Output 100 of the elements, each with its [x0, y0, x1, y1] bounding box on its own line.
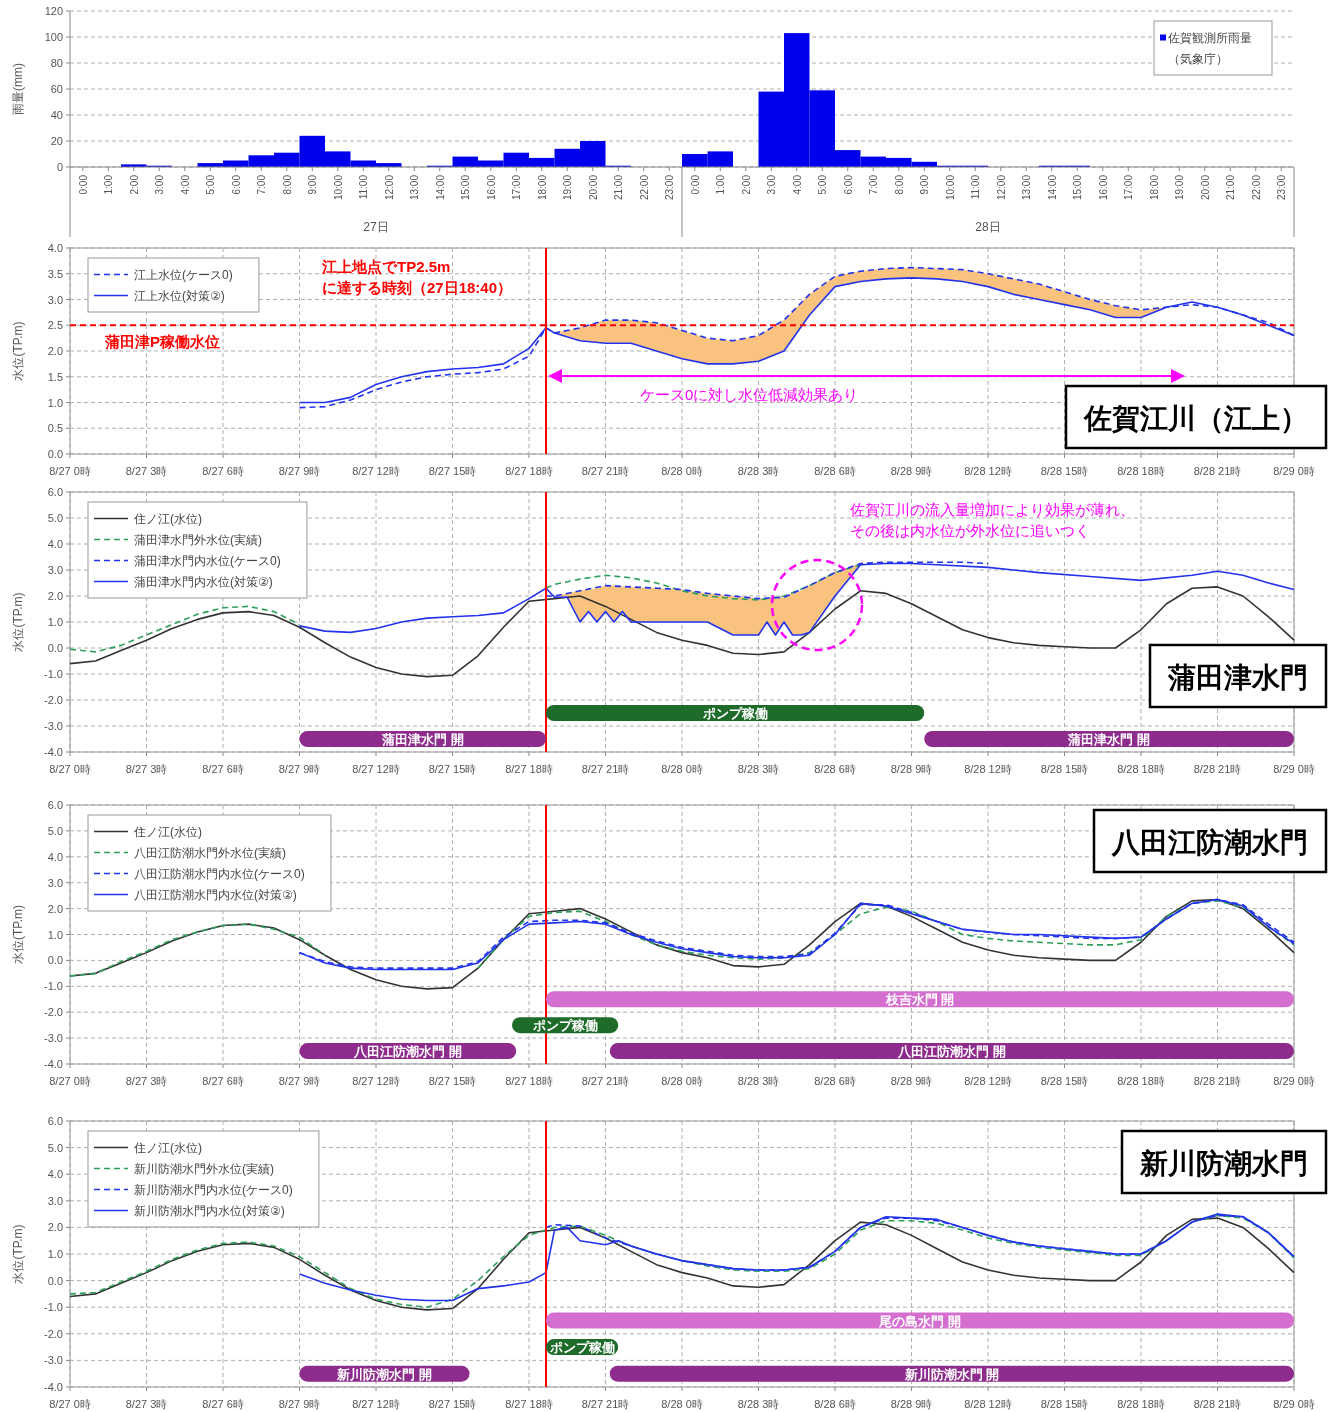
x-tick-label: 13:00 [409, 174, 421, 201]
y-tick-label: -1.0 [44, 668, 63, 680]
legend-label: 佐賀観測所雨量（気象庁） [1168, 30, 1252, 66]
x-tick-label: 8/28 0時 [661, 1075, 703, 1087]
legend: 佐賀観測所雨量（気象庁） [1153, 20, 1273, 76]
band: 蒲田津水門 開 [299, 731, 546, 747]
x-tick-label: 8/28 15時 [1040, 1398, 1089, 1410]
band: 八田江防潮水門 開 [609, 1043, 1294, 1060]
band: 枝吉水門 開 [546, 991, 1294, 1008]
y-tick-label: 3.0 [47, 564, 63, 576]
x-tick-label: 8/27 18時 [505, 1398, 553, 1410]
x-tick-label: 8/29 0時 [1273, 763, 1315, 775]
x-tick-label: 8/27 6時 [202, 1398, 244, 1410]
x-tick-label: 8/28 21時 [1193, 1075, 1242, 1087]
x-tick-label: 8/27 12時 [352, 1075, 400, 1087]
x-tick-label: 3:00 [154, 174, 166, 195]
band-label: 新川防潮水門 開 [903, 1366, 1000, 1382]
x-tick-label: 8/28 3時 [737, 763, 780, 775]
x-tick-label: 21:00 [1225, 174, 1237, 201]
annotation: に達する時刻（27日18:40） [322, 279, 513, 297]
x-tick-label: 8/27 0時 [49, 1075, 91, 1087]
x-tick-label: 8/27 3時 [125, 465, 168, 477]
x-tick-label: 8/27 3時 [125, 1398, 168, 1410]
y-axis-title: 水位(TP.m) [11, 321, 25, 381]
x-tick-label: 8/28 12時 [964, 465, 1012, 477]
x-tick-label: 23:00 [664, 174, 676, 201]
x-tick-label: 8/28 0時 [661, 465, 703, 477]
y-tick-label: 20 [50, 135, 63, 147]
x-tick-label: 8/27 18時 [505, 763, 553, 775]
legend-label: 新川防潮水門外水位(実績) [134, 1161, 274, 1176]
legend-label: 八田江防潮水門内水位(ケース0) [134, 866, 305, 881]
x-tick-label: 18:00 [1148, 174, 1160, 201]
y-tick-label: 60 [50, 83, 63, 95]
x-tick-label: 8/27 0時 [49, 465, 91, 477]
x-tick-label: 8/28 3時 [737, 1398, 780, 1410]
y-tick-label: -1.0 [44, 980, 63, 993]
x-tick-label: 12:00 [383, 174, 395, 201]
x-tick-label: 0:00 [77, 174, 89, 195]
x-tick-label: 14:00 [1046, 174, 1058, 201]
x-tick-label: 8/28 6時 [814, 763, 856, 775]
y-tick-label: -3.0 [44, 1032, 63, 1045]
y-tick-label: 1.5 [47, 370, 63, 383]
x-tick-label: 19:00 [1174, 174, 1186, 201]
y-tick-label: -2.0 [44, 1327, 63, 1340]
text: 28日 [975, 220, 1001, 234]
x-tick-label: 1:00 [103, 174, 115, 195]
x-tick-label: 5:00 [205, 174, 217, 195]
x-tick-label: 8/29 0時 [1273, 1075, 1315, 1087]
x-tick-label: 8/28 21時 [1193, 465, 1242, 477]
band-label: 八田江防潮水門 開 [353, 1044, 462, 1060]
x-tick-label: 15:00 [1072, 174, 1084, 201]
x-tick-label: 8/27 9時 [278, 1075, 321, 1087]
x-tick-label: 8/28 12時 [964, 1075, 1012, 1087]
y-axis-title: 水位(TP.m) [11, 1224, 25, 1284]
x-tick-label: 8/27 21時 [581, 1075, 630, 1087]
text: 27日 [363, 220, 389, 234]
x-tick-label: 8/27 15時 [428, 1398, 477, 1410]
y-tick-label: 4.0 [47, 1168, 63, 1181]
x-tick-label: 4:00 [179, 174, 191, 195]
x-tick-label: 5:00 [817, 174, 829, 195]
x-tick-label: 8/27 18時 [505, 465, 553, 477]
x-tick-label: 8/27 0時 [49, 1398, 91, 1410]
legend-label: 新川防潮水門内水位(ケース0) [134, 1182, 293, 1197]
y-tick-label: -4.0 [44, 1381, 63, 1393]
band: 蒲田津水門 開 [924, 731, 1294, 747]
y-tick-label: 1.0 [47, 928, 63, 941]
band-label: 新川防潮水門 開 [336, 1366, 432, 1382]
x-tick-label: 8/27 12時 [352, 763, 400, 775]
x-tick-label: 20:00 [587, 174, 599, 201]
x-tick-label: 11:00 [970, 174, 982, 200]
y-tick-label: 1.0 [47, 396, 63, 409]
band: 八田江防潮水門 開 [299, 1043, 517, 1060]
x-tick-label: 8/27 9時 [278, 1398, 321, 1410]
legend-label: 江上水位(対策②) [134, 288, 225, 303]
x-tick-label: 8/28 21時 [1193, 763, 1242, 775]
x-tick-label: 2:00 [740, 174, 752, 195]
x-tick-label: 4:00 [791, 174, 803, 195]
band: ポンプ稼働 [546, 705, 925, 721]
annotation: ケース0に対し水位低減効果あり [640, 386, 859, 403]
x-tick-label: 11:00 [358, 174, 370, 200]
y-tick-label: -4.0 [44, 1058, 63, 1070]
x-tick-label: 8/28 12時 [964, 1398, 1012, 1410]
y-tick-label: -2.0 [44, 694, 63, 706]
x-tick-label: 8/28 9時 [890, 1398, 933, 1410]
y-tick-label: -2.0 [44, 1006, 63, 1019]
band-label: ポンプ稼働 [701, 706, 768, 721]
x-tick-label: 17:00 [511, 174, 523, 201]
band-label: ポンプ稼働 [531, 1018, 598, 1034]
x-tick-label: 8/28 6時 [814, 1075, 856, 1087]
x-tick-label: 8/27 15時 [428, 465, 477, 477]
y-tick-label: 3.5 [47, 267, 63, 280]
x-tick-label: 8/27 9時 [278, 763, 321, 775]
x-tick-label: 8/27 6時 [202, 465, 244, 477]
y-tick-label: 5.0 [47, 824, 63, 837]
title: 佐賀江川（江上） [1064, 384, 1328, 450]
x-tick-label: 21:00 [613, 174, 625, 201]
x-tick-label: 16:00 [485, 174, 497, 201]
annotation: その後は内水位が外水位に追いつく [850, 522, 1090, 539]
y-axis-title: 水位(TP.m) [11, 592, 25, 652]
y-tick-label: 2.0 [47, 902, 63, 915]
